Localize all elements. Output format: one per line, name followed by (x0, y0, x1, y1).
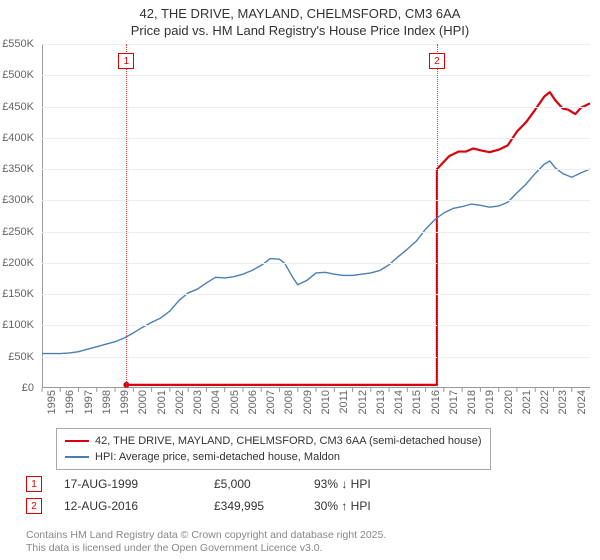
legend-swatch (65, 456, 89, 458)
x-tick-label: 2020 (503, 390, 515, 414)
legend-row: 42, THE DRIVE, MAYLAND, CHELMSFORD, CM3 … (65, 433, 482, 449)
event-marker-icon: 1 (26, 476, 42, 492)
x-tick-label: 2000 (137, 390, 149, 414)
footer-attribution: Contains HM Land Registry data © Crown c… (26, 529, 386, 556)
y-gridline (42, 169, 590, 170)
y-gridline (42, 138, 590, 139)
event-date: 12-AUG-2016 (64, 499, 214, 513)
y-tick-label: £400K (0, 132, 34, 144)
legend-label: HPI: Average price, semi-detached house,… (95, 451, 340, 463)
y-gridline (42, 325, 590, 326)
x-tick-label: 2010 (320, 390, 332, 414)
title-subtitle: Price paid vs. HM Land Registry's House … (0, 23, 600, 40)
x-tick-label: 2021 (521, 390, 533, 414)
footer-line-1: Contains HM Land Registry data © Crown c… (26, 529, 386, 541)
x-tick-label: 2014 (393, 390, 405, 414)
x-tick-label: 2017 (448, 390, 460, 414)
x-tick-label: 2003 (192, 390, 204, 414)
y-gridline (42, 44, 590, 45)
x-tick-label: 2007 (265, 390, 277, 414)
x-tick-label: 2016 (430, 390, 442, 414)
y-tick-label: £300K (0, 194, 34, 206)
y-gridline (42, 263, 590, 264)
footer-line-2: This data is licensed under the Open Gov… (26, 542, 323, 554)
y-gridline (42, 107, 590, 108)
x-tick-label: 2022 (539, 390, 551, 414)
event-marker-line (126, 44, 127, 388)
x-tick-label: 2006 (247, 390, 259, 414)
event-marker-box: 2 (429, 53, 445, 69)
series-price_paid (126, 92, 590, 385)
x-tick-label: 1996 (64, 390, 76, 414)
event-hpi: 30% ↑ HPI (314, 499, 434, 513)
x-tick-label: 2011 (338, 390, 350, 414)
y-tick-label: £550K (0, 38, 34, 50)
y-gridline (42, 75, 590, 76)
x-tick-label: 1998 (101, 390, 113, 414)
event-marker-box: 1 (118, 53, 134, 69)
x-tick-label: 2012 (357, 390, 369, 414)
x-tick-label: 2015 (411, 390, 423, 414)
title-address: 42, THE DRIVE, MAYLAND, CHELMSFORD, CM3 … (0, 6, 600, 23)
y-tick-label: £450K (0, 101, 34, 113)
y-tick-label: £200K (0, 257, 34, 269)
y-gridline (42, 357, 590, 358)
event-hpi: 93% ↓ HPI (314, 477, 434, 491)
event-row: 2 12-AUG-2016£349,99530% ↑ HPI (26, 496, 434, 516)
events-table: 1 17-AUG-1999£5,00093% ↓ HPI 2 12-AUG-2016£… (26, 474, 434, 518)
x-tick-label: 1999 (119, 390, 131, 414)
y-tick-label: £100K (0, 319, 34, 331)
y-tick-label: £150K (0, 288, 34, 300)
event-price: £5,000 (214, 477, 314, 491)
chart-area: £0£50K£100K£150K£200K£250K£300K£350K£400… (42, 44, 590, 388)
y-tick-label: £350K (0, 163, 34, 175)
y-gridline (42, 200, 590, 201)
x-tick-label: 1997 (83, 390, 95, 414)
x-tick-label: 2024 (576, 390, 588, 414)
x-tick-label: 2009 (302, 390, 314, 414)
y-tick-label: £0 (0, 382, 34, 394)
event-date: 17-AUG-1999 (64, 477, 214, 491)
plot-svg (42, 44, 590, 388)
y-tick-label: £250K (0, 226, 34, 238)
x-tick-label: 1995 (46, 390, 58, 414)
y-gridline (42, 294, 590, 295)
x-tick-label: 2023 (557, 390, 569, 414)
x-tick-label: 2008 (283, 390, 295, 414)
legend-row: HPI: Average price, semi-detached house,… (65, 449, 482, 465)
x-tick-label: 2019 (484, 390, 496, 414)
y-gridline (42, 232, 590, 233)
legend-swatch (65, 440, 89, 442)
x-tick-label: 2004 (210, 390, 222, 414)
x-tick-label: 2013 (375, 390, 387, 414)
x-tick-label: 2002 (174, 390, 186, 414)
y-tick-label: £500K (0, 69, 34, 81)
y-tick-label: £50K (0, 351, 34, 363)
event-marker-icon: 2 (26, 498, 42, 514)
event-row: 1 17-AUG-1999£5,00093% ↓ HPI (26, 474, 434, 494)
legend-label: 42, THE DRIVE, MAYLAND, CHELMSFORD, CM3 … (95, 435, 482, 447)
chart-title: 42, THE DRIVE, MAYLAND, CHELMSFORD, CM3 … (0, 0, 600, 40)
x-tick-label: 2001 (156, 390, 168, 414)
event-price: £349,995 (214, 499, 314, 513)
x-tick-label: 2005 (229, 390, 241, 414)
legend-box: 42, THE DRIVE, MAYLAND, CHELMSFORD, CM3 … (56, 428, 491, 470)
x-tick-label: 2018 (466, 390, 478, 414)
event-marker-line (437, 44, 438, 388)
